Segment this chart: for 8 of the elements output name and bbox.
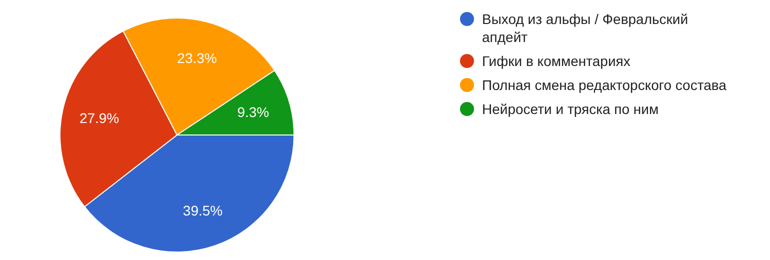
data-label: 9.3% [237, 104, 270, 120]
legend-label: Полная смена редакторского состава [482, 76, 728, 94]
data-label: 23.3% [177, 50, 217, 66]
legend-label: Гифки в комментариях [482, 52, 632, 70]
legend-label: Нейросети и тряска по ним [482, 100, 660, 118]
data-label: 39.5% [182, 202, 223, 218]
data-label: 27.9% [79, 110, 120, 126]
legend-label: Выход из альфы / Февральский апдейт [482, 10, 690, 46]
